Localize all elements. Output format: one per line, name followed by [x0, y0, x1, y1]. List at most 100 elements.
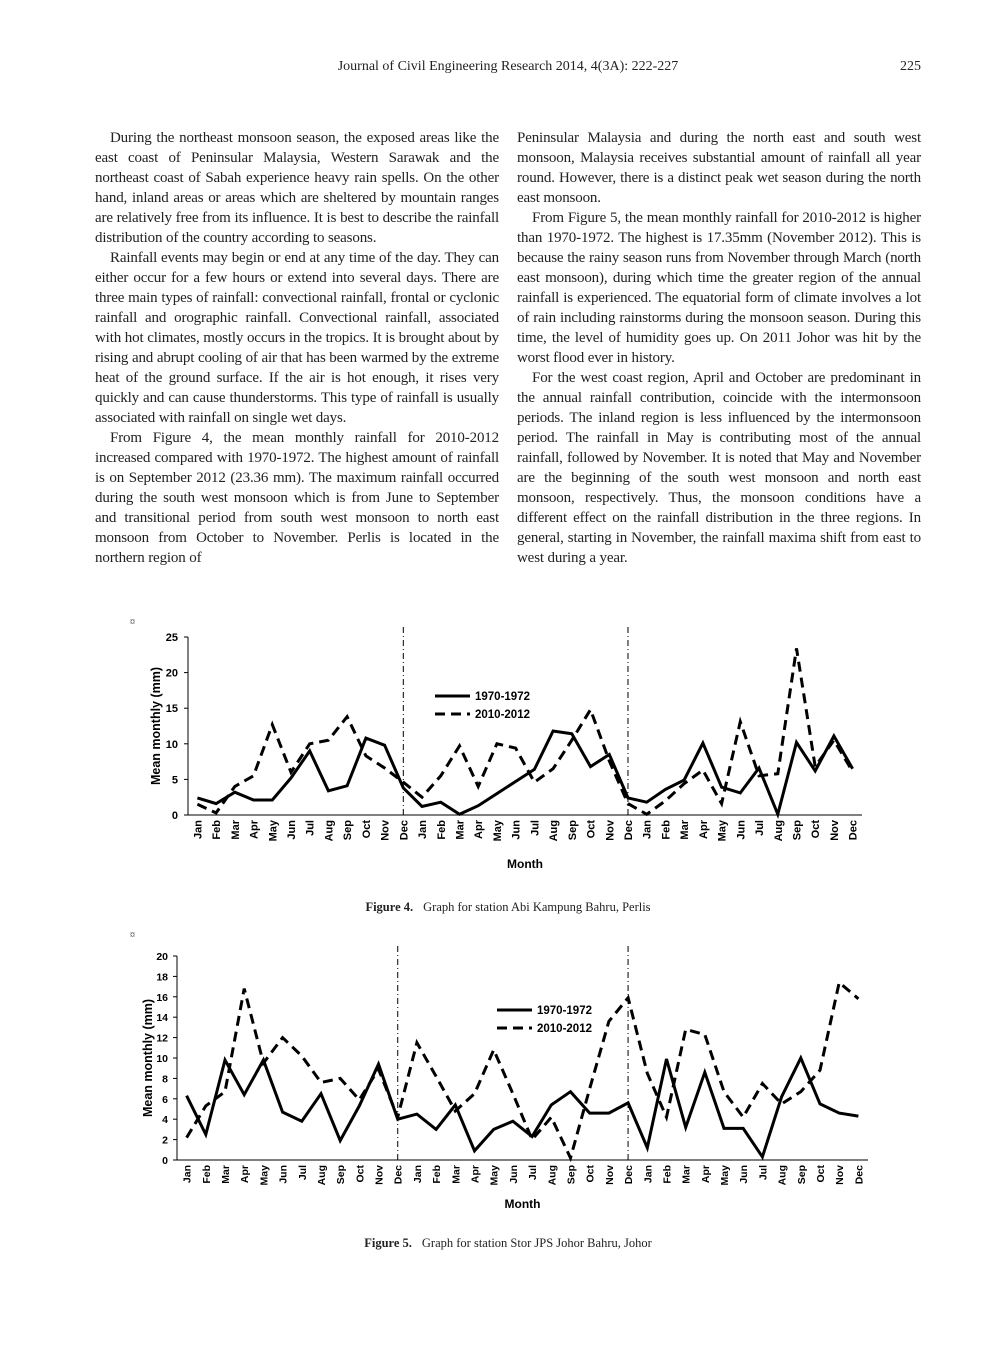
- x-tick-label: Nov: [374, 1165, 386, 1185]
- x-tick-label: Sep: [791, 820, 803, 840]
- right-column: Peninsular Malaysia and during the north…: [517, 128, 921, 568]
- x-tick-label: May: [267, 819, 279, 841]
- x-tick-label: Sep: [567, 820, 579, 840]
- x-tick-label: Mar: [230, 819, 242, 839]
- x-tick-label: Apr: [249, 819, 261, 839]
- x-tick-label: Jun: [738, 1165, 750, 1184]
- y-tick-label: 15: [166, 703, 178, 715]
- x-tick-label: Jan: [182, 1165, 194, 1183]
- x-tick-label: Jul: [757, 1165, 769, 1180]
- y-tick-label: 6: [162, 1094, 168, 1106]
- x-tick-label: Jul: [305, 820, 317, 836]
- x-tick-label: Aug: [548, 820, 560, 841]
- x-tick-label: Sep: [342, 820, 354, 840]
- series-line: [196, 729, 854, 820]
- x-tick-label: Sep: [565, 1165, 577, 1184]
- y-tick-label: 16: [156, 992, 168, 1004]
- y-tick-label: 20: [156, 951, 168, 963]
- x-tick-label: May: [489, 1165, 501, 1186]
- x-tick-label: Dec: [623, 1165, 635, 1184]
- y-tick-label: 4: [162, 1114, 168, 1126]
- x-tick-label: Feb: [201, 1165, 213, 1184]
- x-tick-label: Dec: [398, 820, 410, 840]
- y-tick-label: 0: [172, 810, 178, 822]
- x-tick-label: Apr: [700, 1165, 712, 1183]
- x-tick-label: Apr: [239, 1165, 251, 1183]
- x-tick-label: Feb: [431, 1165, 443, 1184]
- x-tick-label: May: [492, 819, 504, 841]
- x-tick-label: Jun: [511, 820, 523, 840]
- y-tick-label: 0: [162, 1155, 168, 1167]
- x-tick-label: Dec: [623, 820, 635, 840]
- x-tick-label: Oct: [815, 1165, 827, 1183]
- legend-label: 2010-2012: [475, 709, 530, 721]
- x-tick-label: Sep: [335, 1165, 347, 1184]
- legend-label: 1970-1972: [537, 1005, 592, 1017]
- y-axis-title: Mean monthly (mm): [141, 999, 155, 1117]
- x-axis-title: Month: [507, 857, 543, 871]
- figure-caption: Figure 4. Graph for station Abi Kampung B…: [0, 900, 992, 915]
- x-tick-label: Sep: [796, 1165, 808, 1184]
- y-tick-label: 5: [172, 774, 178, 786]
- x-tick-label: Nov: [604, 1165, 616, 1185]
- journal-header: Journal of Civil Engineering Research 20…: [337, 59, 679, 74]
- figure-caption: Figure 5. Graph for station Stor JPS Joho…: [0, 1236, 992, 1251]
- caption-text: Graph for station Abi Kampung Bahru, Per…: [423, 900, 651, 914]
- x-tick-label: Aug: [773, 820, 785, 841]
- x-tick-label: Nov: [829, 819, 841, 841]
- x-tick-label: Jan: [417, 820, 429, 839]
- x-tick-label: Aug: [323, 820, 335, 841]
- x-tick-label: Jul: [529, 820, 541, 836]
- paragraph: During the northeast monsoon season, the…: [95, 130, 499, 246]
- page-number: 225: [900, 59, 921, 74]
- paragraph: Peninsular Malaysia and during the north…: [517, 130, 921, 206]
- x-tick-label: Jun: [508, 1165, 520, 1184]
- y-tick-label: 10: [166, 739, 178, 751]
- x-tick-label: Aug: [316, 1165, 328, 1185]
- legend-label: 2010-2012: [537, 1023, 592, 1035]
- y-tick-label: 14: [156, 1012, 168, 1024]
- paragraph: From Figure 5, the mean monthly rainfall…: [517, 210, 921, 366]
- x-axis-title: Month: [505, 1197, 541, 1211]
- x-tick-label: Jun: [278, 1165, 290, 1184]
- figure-marker: ¤: [130, 930, 135, 941]
- left-column: During the northeast monsoon season, the…: [95, 128, 499, 568]
- x-tick-label: Apr: [698, 819, 710, 839]
- x-tick-label: Jul: [527, 1165, 539, 1180]
- series-line: [185, 979, 860, 1163]
- x-tick-label: Nov: [380, 819, 392, 841]
- x-tick-label: Oct: [361, 820, 373, 839]
- y-tick-label: 20: [166, 668, 178, 680]
- y-axis-title: Mean monthly (mm): [149, 667, 163, 785]
- y-tick-label: 25: [166, 632, 178, 644]
- x-tick-label: Jun: [286, 820, 298, 840]
- x-tick-label: Feb: [661, 1165, 673, 1184]
- x-tick-label: Oct: [354, 1165, 366, 1183]
- x-tick-label: Jan: [642, 1165, 654, 1183]
- x-tick-label: May: [717, 819, 729, 841]
- legend-label: 1970-1972: [475, 691, 530, 703]
- series-line: [196, 648, 854, 817]
- x-tick-label: Mar: [450, 1165, 462, 1184]
- x-tick-label: Jan: [412, 1165, 424, 1183]
- caption-label: Figure 5.: [364, 1236, 412, 1250]
- paragraph: Rainfall events may begin or end at any …: [95, 250, 499, 426]
- x-tick-label: Aug: [777, 1165, 789, 1185]
- x-tick-label: Apr: [470, 1165, 482, 1183]
- x-tick-label: Aug: [546, 1165, 558, 1185]
- y-tick-label: 2: [162, 1135, 168, 1147]
- x-tick-label: Dec: [393, 1165, 405, 1184]
- x-tick-label: Jul: [754, 820, 766, 836]
- x-tick-label: Nov: [834, 1165, 846, 1185]
- x-tick-label: Oct: [586, 820, 598, 839]
- x-tick-label: Mar: [220, 1165, 232, 1184]
- paragraph: For the west coast region, April and Oct…: [517, 370, 921, 566]
- y-tick-label: 12: [156, 1033, 168, 1045]
- x-tick-label: Jan: [642, 820, 654, 839]
- x-tick-label: Dec: [848, 820, 860, 840]
- y-tick-label: 10: [156, 1053, 168, 1065]
- x-tick-label: Nov: [604, 819, 616, 841]
- x-tick-label: Mar: [454, 819, 466, 839]
- x-tick-label: Jun: [735, 820, 747, 840]
